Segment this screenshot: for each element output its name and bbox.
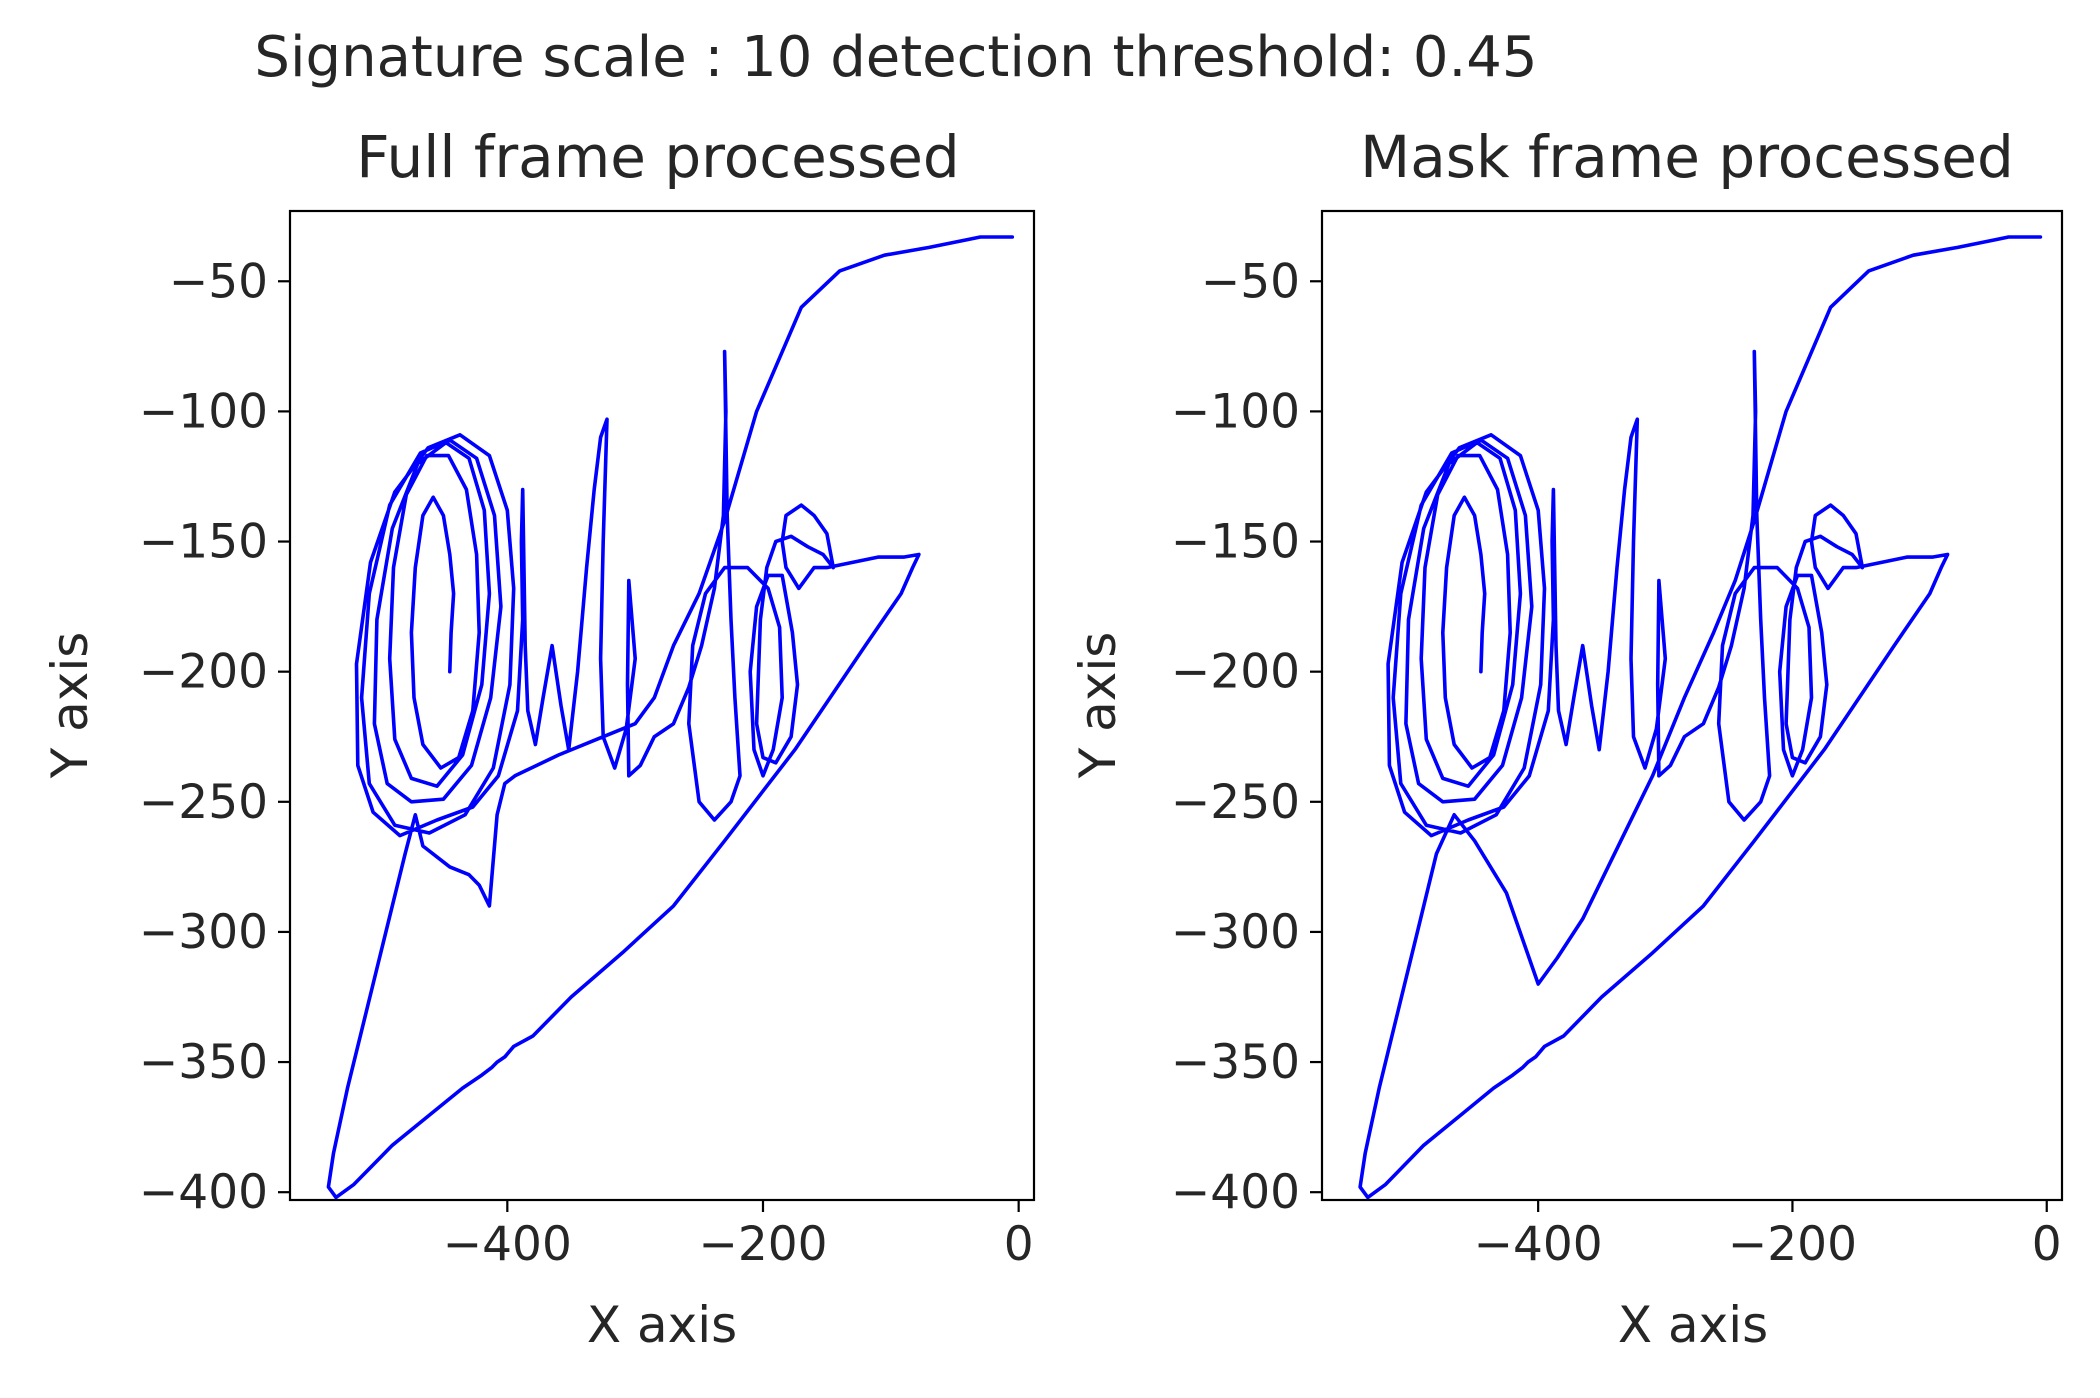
y-tick-label: −250 <box>1171 775 1300 830</box>
x-axis-label: X axis <box>587 1296 737 1354</box>
data-lines <box>1358 235 2043 1200</box>
panel-mask-frame: Mask frame processed −400 −200 0 −50 −100 −1… <box>1069 123 2064 1354</box>
y-tick-label: −50 <box>1201 254 1300 309</box>
x-tick-label: 0 <box>2032 1217 2062 1272</box>
y-tick-label: −350 <box>1171 1035 1300 1090</box>
x-axis-label: X axis <box>1618 1296 1768 1354</box>
panel-full-frame: Full frame processed −400 −200 0 −50 −100 −1… <box>41 123 1036 1354</box>
x-tick-label: −400 <box>1474 1217 1603 1272</box>
data-lines <box>326 235 1015 1200</box>
x-tick-label: 0 <box>1004 1217 1034 1272</box>
x-tick-label: −200 <box>698 1217 827 1272</box>
figure-suptitle: Signature scale : 10 detection threshold… <box>254 25 1537 90</box>
y-tick-label: −100 <box>139 384 268 439</box>
y-tick-label: −400 <box>139 1165 268 1220</box>
plot-frame <box>1320 209 2064 1202</box>
y-tick-label: −250 <box>139 775 268 830</box>
y-tick-label: −150 <box>1171 515 1300 570</box>
y-tick-label: −50 <box>169 254 268 309</box>
x-ticks: −400 −200 0 <box>443 1200 1034 1272</box>
plot-frame <box>288 209 1036 1202</box>
y-tick-label: −100 <box>1171 384 1300 439</box>
y-tick-label: −300 <box>139 905 268 960</box>
panel-title: Mask frame processed <box>1360 123 2014 191</box>
y-tick-label: −200 <box>1171 645 1300 700</box>
signature-series-line <box>1358 235 2043 1200</box>
y-axis-label: Y axis <box>41 632 99 780</box>
y-ticks: −50 −100 −150 −200 −250 −300 −350 −400 <box>1171 254 1322 1220</box>
y-tick-label: −350 <box>139 1035 268 1090</box>
x-ticks: −400 −200 0 <box>1474 1200 2062 1272</box>
y-tick-label: −300 <box>1171 905 1300 960</box>
y-tick-label: −400 <box>1171 1165 1300 1220</box>
y-tick-label: −150 <box>139 515 268 570</box>
x-tick-label: −400 <box>443 1217 572 1272</box>
y-axis-label: Y axis <box>1069 632 1127 780</box>
y-tick-label: −200 <box>139 645 268 700</box>
signature-series-line <box>326 235 1015 1200</box>
x-tick-label: −200 <box>1728 1217 1857 1272</box>
panel-title: Full frame processed <box>356 123 959 191</box>
y-ticks: −50 −100 −150 −200 −250 −300 −350 −400 <box>139 254 290 1220</box>
